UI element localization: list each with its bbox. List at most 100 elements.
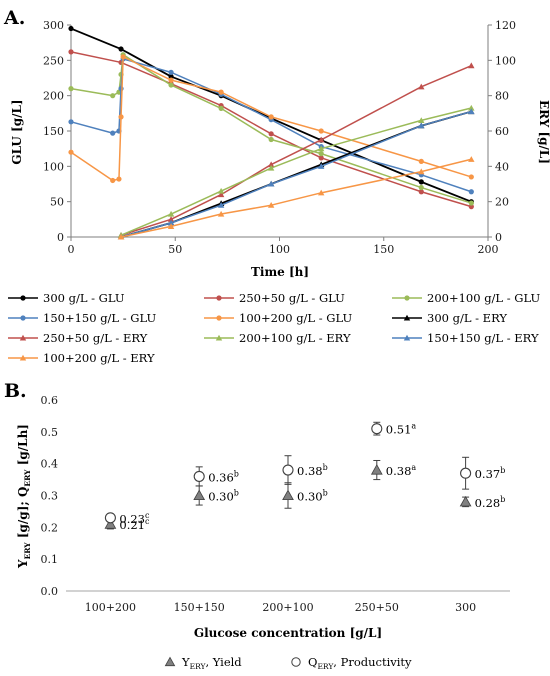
data-label-superscript: b [500, 495, 505, 504]
panel-a-right-tick-label: 60 [495, 125, 509, 138]
panel-a-x-tick-label: 150 [373, 243, 394, 256]
data-point [217, 210, 225, 217]
productivity-marker [371, 423, 383, 435]
legend-marker [164, 656, 176, 667]
panel-a-left-axis-title: GLU [g/L] [10, 99, 24, 164]
panel-b-x-axis-title: Glucose concentration [g/L] [194, 626, 382, 640]
data-point [217, 187, 225, 194]
data-label: 0.28b [475, 495, 506, 510]
data-point [168, 82, 174, 88]
legend-label-main: Q [308, 655, 317, 669]
legend-item: 250+50 g/L - GLU [204, 291, 345, 305]
panel-a-x-tick-label: 200 [478, 243, 499, 256]
panel-b-y-tick-label: 0.5 [41, 426, 59, 439]
data-label-value: 0.37 [475, 467, 501, 481]
data-label: 0.23c [119, 511, 150, 526]
data-point [116, 176, 122, 182]
yield-marker [104, 518, 117, 529]
data-point [167, 210, 175, 217]
data-point [218, 105, 224, 111]
panel-a-right-tick-label: 20 [495, 196, 509, 209]
legend-label: QERY, Productivity [308, 655, 412, 671]
legend-label: 250+50 g/L - GLU [239, 291, 345, 305]
data-label-value: 0.30 [208, 490, 234, 504]
panel-a-x-tick-label: 100 [269, 243, 290, 256]
data-label-value: 0.30 [297, 490, 323, 504]
data-point [167, 216, 175, 222]
panel-b-category-label: 150+150 [174, 601, 225, 614]
data-label-value: 0.28 [475, 496, 501, 510]
data-label-superscript: a [411, 422, 416, 431]
legend-label: YERY, Yield [181, 655, 242, 671]
data-point [468, 156, 475, 162]
yield-point: 0.30b [193, 485, 239, 506]
panel-b-y-tick-label: 0.2 [41, 521, 59, 534]
panel-b-y-tick-label: 0.4 [41, 458, 59, 471]
productivity-marker [104, 512, 116, 524]
panel-a-series-4 [68, 54, 474, 184]
legend-label: 150+150 g/L - ERY [427, 331, 539, 345]
productivity-point: 0.51a [371, 422, 417, 437]
panel-b-y-title-end: [g/Lh] [16, 424, 30, 469]
data-point [268, 131, 274, 137]
data-point [267, 180, 275, 187]
data-point [118, 46, 124, 52]
data-point [118, 114, 124, 120]
data-label-value: 0.23 [119, 512, 145, 526]
panel-a-right-axis-title: ERY [g/L] [537, 100, 550, 164]
legend-label-rest: , Yield [205, 655, 242, 669]
legend-label: 300 g/L - ERY [427, 311, 507, 325]
legend-label: 200+100 g/L - GLU [427, 291, 540, 305]
series-line [120, 158, 472, 238]
panel-a-left-tick-label: 300 [43, 19, 64, 32]
data-point [168, 69, 174, 75]
series-line [70, 58, 472, 193]
data-point [167, 223, 175, 229]
data-point [168, 77, 174, 83]
productivity-point: 0.38b [282, 455, 328, 485]
data-point [418, 122, 425, 129]
panel-b-category-label: 300 [455, 601, 476, 614]
data-label: 0.38a [386, 463, 417, 478]
panel-a-right-tick-label: 80 [495, 90, 509, 103]
legend-marker [216, 295, 222, 301]
data-point [268, 114, 274, 120]
data-label: 0.37b [475, 466, 506, 481]
data-point [318, 189, 325, 196]
data-point [68, 119, 74, 125]
data-point [120, 54, 126, 60]
data-point [267, 161, 275, 168]
data-point [217, 202, 225, 208]
panel-b-legend: YERY, Yield QERY, Productivity [164, 655, 412, 671]
panel-b-label: B. [4, 380, 27, 402]
panel-b-y-axis-title: YERY [g/g]; QERY [g/Lh] [16, 424, 32, 569]
data-point [68, 149, 74, 155]
data-point [68, 49, 74, 55]
panel-a-left-tick-label: 100 [43, 160, 64, 173]
data-label-superscript: b [500, 466, 505, 475]
panel-a-right-tick-label: 0 [495, 231, 502, 244]
legend-item: 200+100 g/L - GLU [392, 291, 540, 305]
data-point [418, 168, 425, 175]
panel-a-right-tick-label: 100 [495, 54, 516, 67]
legend-label: 200+100 g/L - ERY [239, 331, 351, 345]
legend-marker [403, 314, 411, 321]
legend-item: 100+200 g/L - GLU [204, 311, 352, 325]
data-label-value: 0.21 [119, 518, 145, 532]
data-label-value: 0.38 [297, 464, 323, 478]
panel-a: A. 0 50 100 150 2000501001502002503000204060… [3, 7, 550, 365]
panel-a-x-axis-title: Time [h] [251, 265, 309, 279]
panel-a-series-9 [117, 156, 475, 240]
data-label: 0.51a [386, 422, 417, 437]
legend-marker [291, 657, 301, 667]
panel-a-left-tick-label: 50 [50, 196, 64, 209]
legend-item: 250+50 g/L - ERY [8, 331, 148, 345]
data-point [418, 117, 425, 123]
panel-a-label: A. [3, 7, 25, 29]
legend-label-main: Y [181, 655, 190, 669]
data-label-superscript: a [411, 463, 416, 472]
data-point [318, 151, 324, 157]
data-label-superscript: c [145, 517, 150, 526]
productivity-marker [193, 470, 205, 482]
